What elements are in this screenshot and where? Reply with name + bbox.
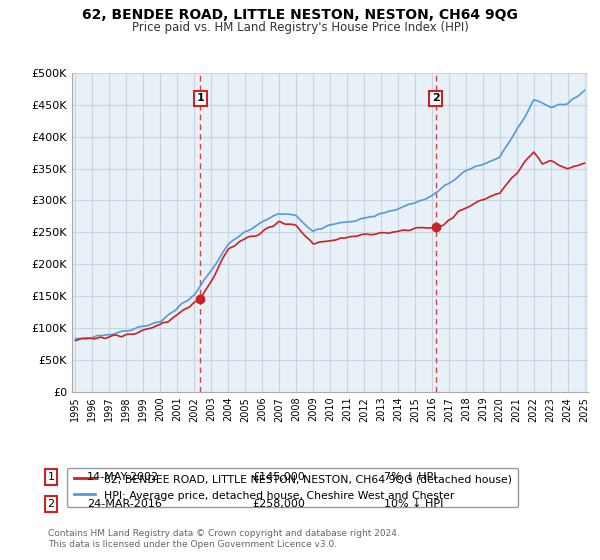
Text: Contains HM Land Registry data © Crown copyright and database right 2024.
This d: Contains HM Land Registry data © Crown c… bbox=[48, 529, 400, 549]
Text: 1: 1 bbox=[197, 94, 205, 104]
Text: 14-MAY-2002: 14-MAY-2002 bbox=[87, 472, 159, 482]
Text: 10% ↓ HPI: 10% ↓ HPI bbox=[384, 499, 443, 509]
Text: 7% ↓ HPI: 7% ↓ HPI bbox=[384, 472, 437, 482]
Text: 62, BENDEE ROAD, LITTLE NESTON, NESTON, CH64 9QG: 62, BENDEE ROAD, LITTLE NESTON, NESTON, … bbox=[82, 8, 518, 22]
Text: 2: 2 bbox=[432, 94, 440, 104]
Text: £258,000: £258,000 bbox=[252, 499, 305, 509]
Text: 24-MAR-2016: 24-MAR-2016 bbox=[87, 499, 162, 509]
Text: Price paid vs. HM Land Registry's House Price Index (HPI): Price paid vs. HM Land Registry's House … bbox=[131, 21, 469, 34]
Text: 1: 1 bbox=[47, 472, 55, 482]
Legend: 62, BENDEE ROAD, LITTLE NESTON, NESTON, CH64 9QG (detached house), HPI: Average : 62, BENDEE ROAD, LITTLE NESTON, NESTON, … bbox=[67, 468, 518, 507]
Text: £145,000: £145,000 bbox=[252, 472, 305, 482]
Text: 2: 2 bbox=[47, 499, 55, 509]
